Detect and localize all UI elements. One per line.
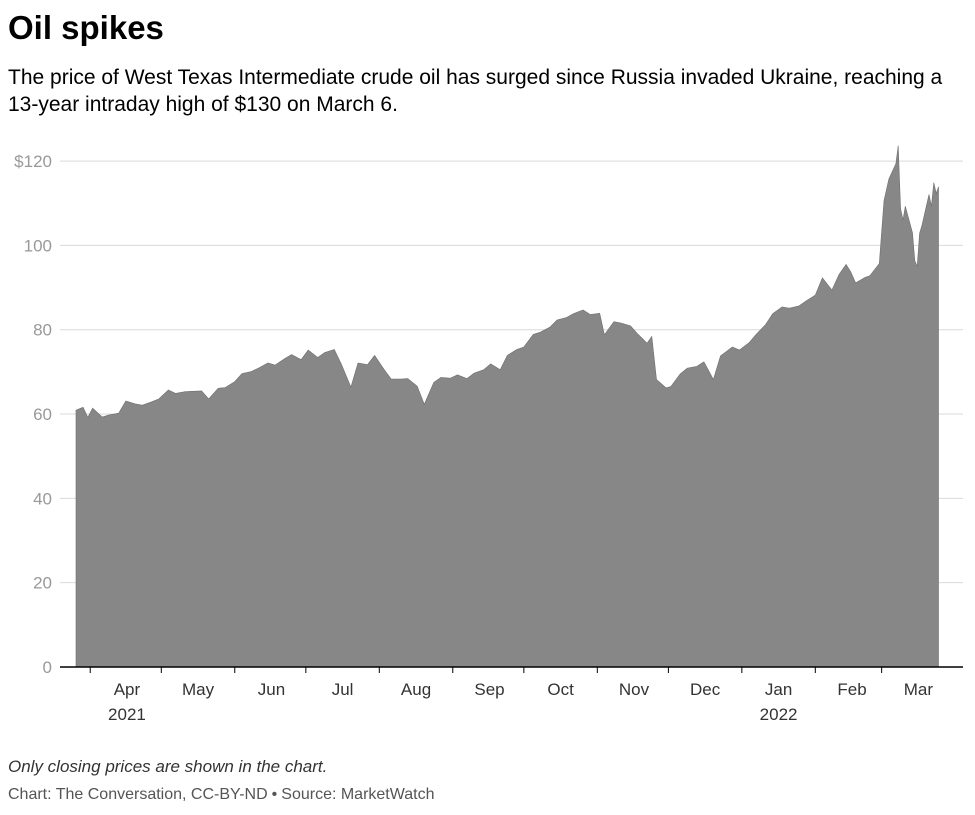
- y-tick-label: 40: [33, 489, 52, 508]
- x-tick-label: Feb: [837, 680, 866, 699]
- y-tick-label: 80: [33, 321, 52, 340]
- chart-note: Only closing prices are shown in the cha…: [8, 757, 328, 776]
- y-tick-label: 100: [24, 236, 52, 255]
- x-tick-label: Mar: [904, 680, 934, 699]
- credit-source: Source: MarketWatch: [281, 786, 435, 803]
- price-area: [75, 145, 939, 668]
- credit-chart: Chart: The Conversation, CC-BY-ND: [8, 786, 268, 803]
- x-tick-label: Nov: [619, 680, 650, 699]
- chart-title: Oil spikes: [8, 9, 164, 46]
- chart-subtitle: The price of West Texas Intermediate cru…: [8, 66, 943, 116]
- x-tick-label: Jan: [765, 680, 792, 699]
- x-tick-label: Apr: [114, 680, 141, 699]
- y-tick-label: 60: [33, 405, 52, 424]
- y-tick-label: $120: [14, 152, 52, 171]
- y-tick-label: 0: [43, 658, 52, 677]
- x-tick-label: Sep: [474, 680, 504, 699]
- x-year-label: 2021: [108, 705, 146, 724]
- x-year-label: 2022: [760, 705, 798, 724]
- x-tick-label: Jul: [332, 680, 354, 699]
- x-tick-label: May: [182, 680, 215, 699]
- x-axis-ticks: Apr 2021 May Jun Jul Aug Sep Oct Nov Dec Jan 2022 Fe…: [89, 667, 934, 724]
- chart-credit: Chart: The Conversation, CC-BY-ND • Source…: [8, 786, 435, 804]
- x-tick-label: Aug: [401, 680, 431, 699]
- x-tick-label: Jun: [258, 680, 285, 699]
- x-tick-label: Dec: [690, 680, 721, 699]
- credit-separator: •: [271, 786, 278, 803]
- y-tick-label: 20: [33, 574, 52, 593]
- chart-area: 0 20 40 60 80 100 $120 Apr 2021 May Jun Jul Aug Sep O…: [14, 145, 963, 724]
- x-tick-label: Oct: [547, 680, 574, 699]
- y-axis-ticks: 0 20 40 60 80 100 $120: [14, 152, 52, 677]
